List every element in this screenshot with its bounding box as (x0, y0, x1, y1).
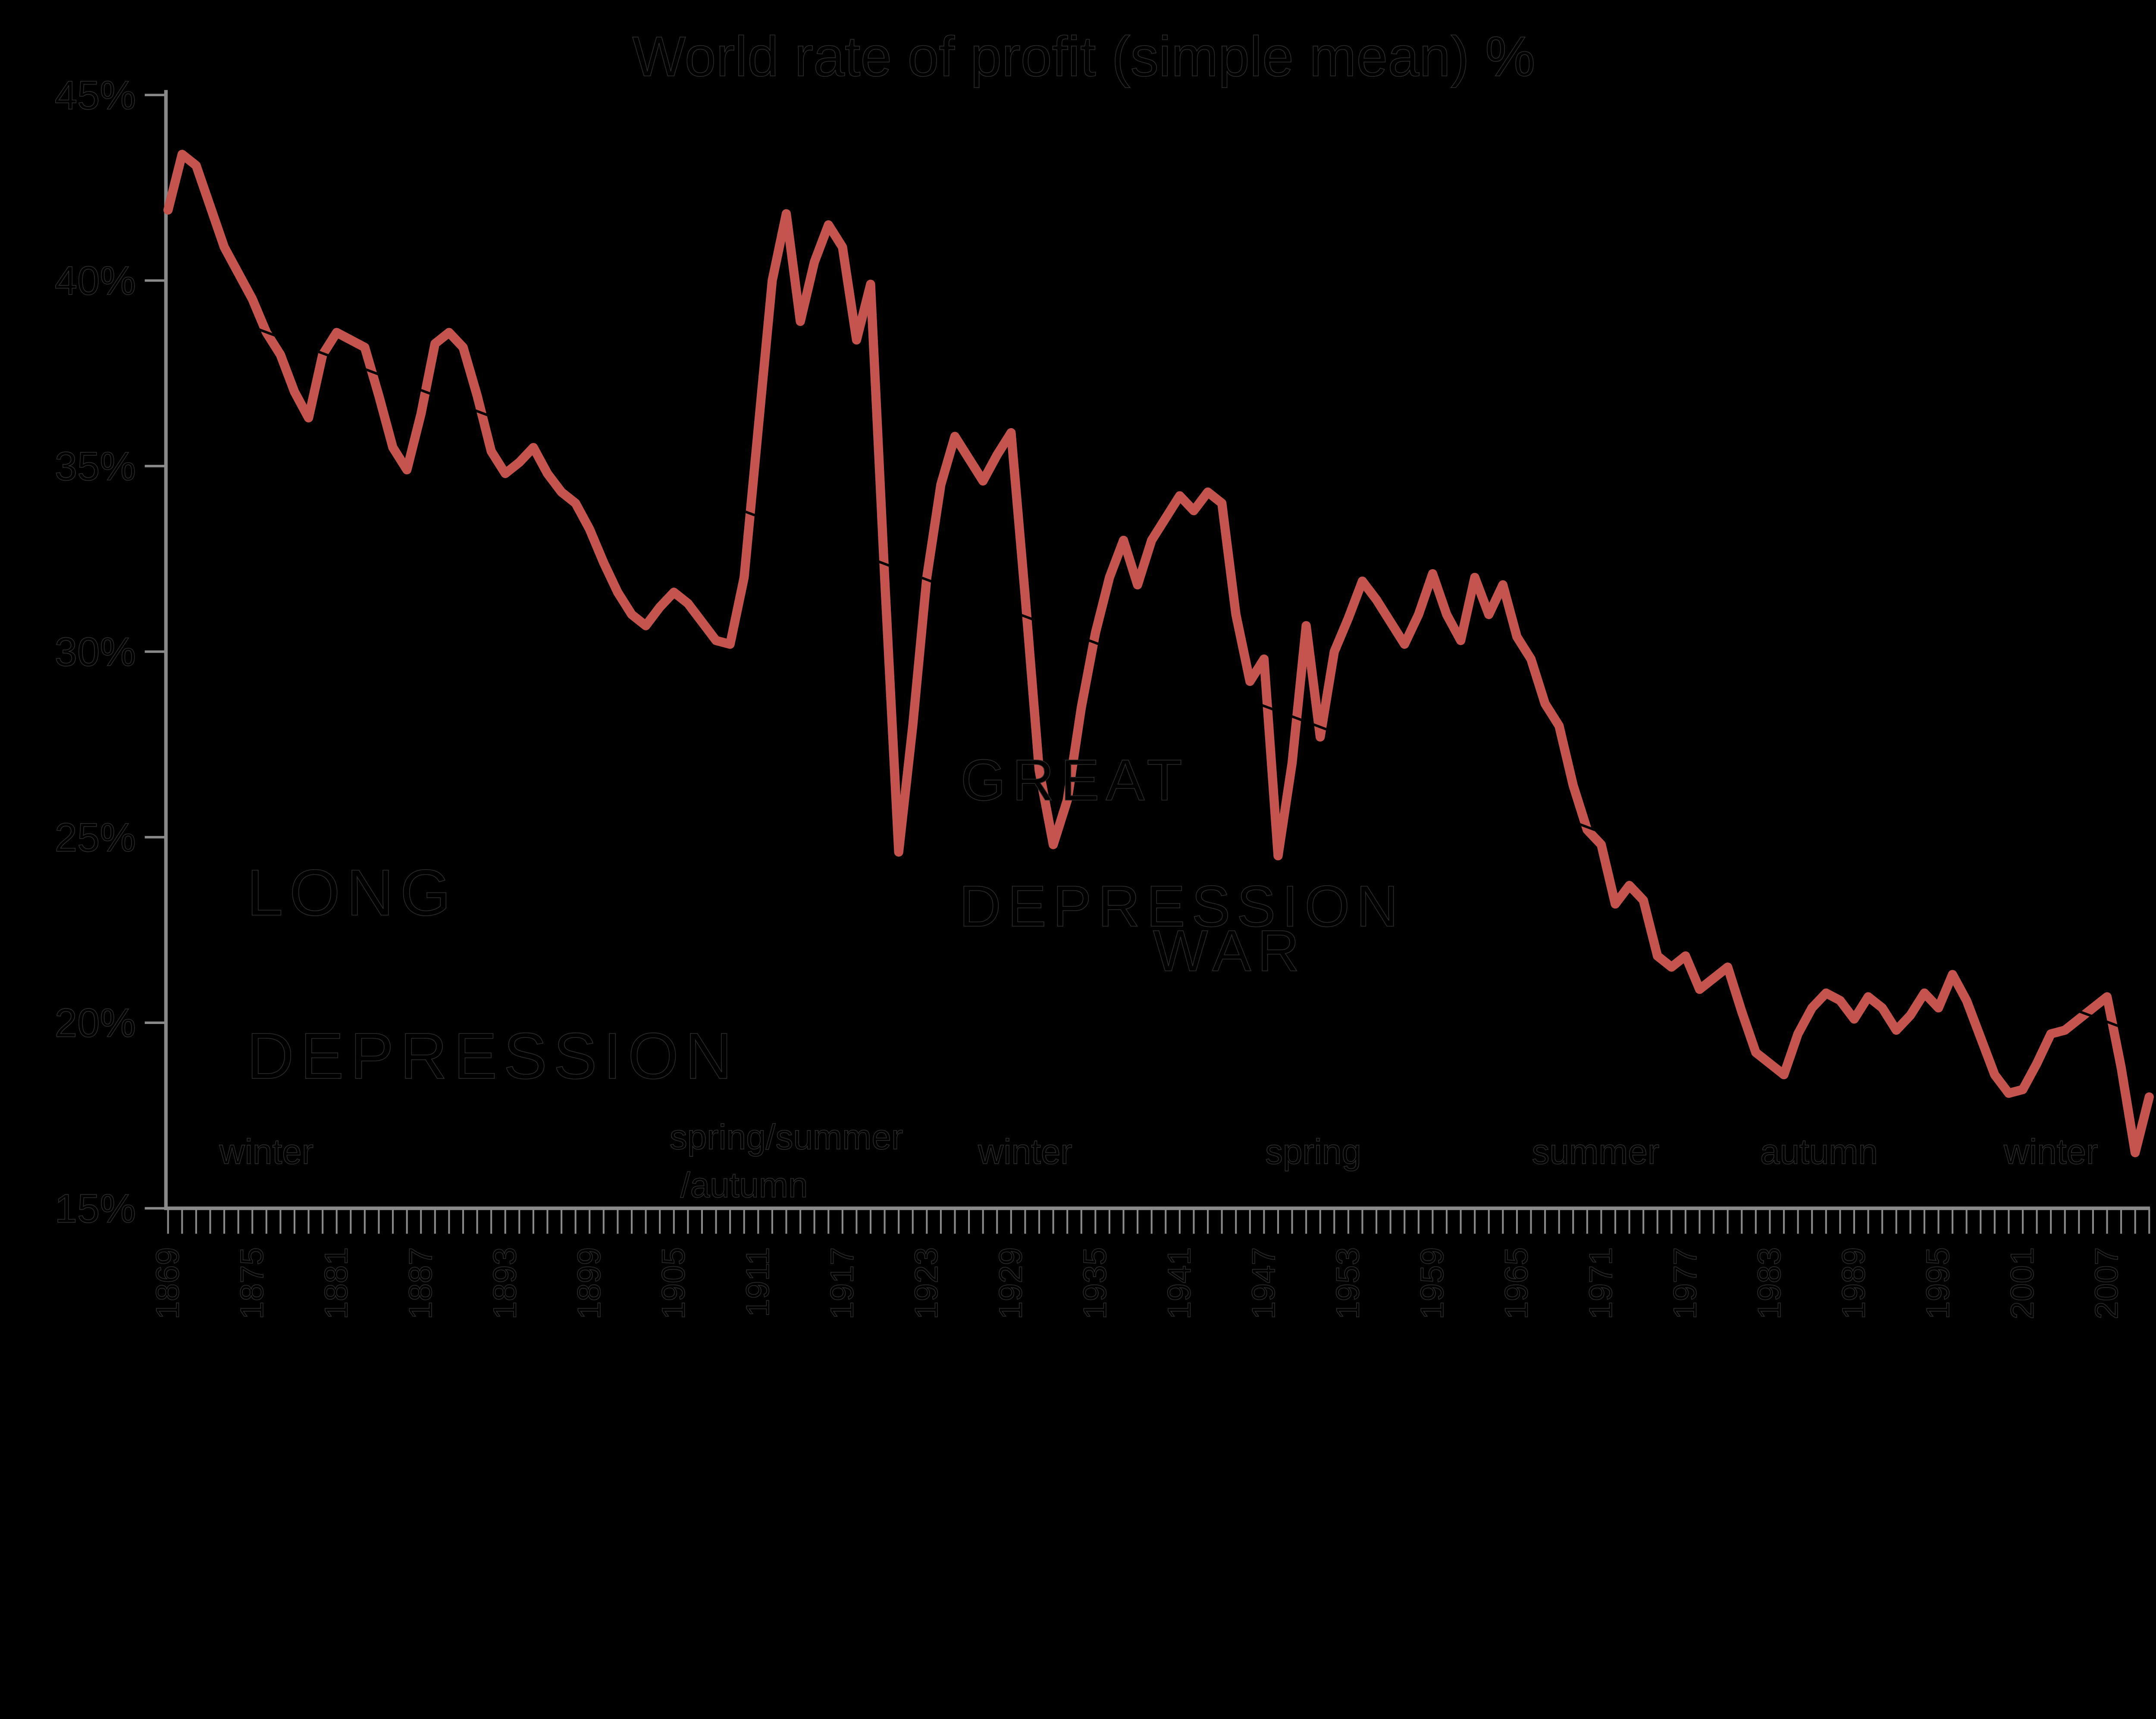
axes (144, 90, 2150, 1234)
x-tick-label: 1911 (740, 1247, 776, 1317)
profit-chart: 15%20%25%30%35%40%45% 1869 1875 1881 1887 18… (54, 24, 2154, 1320)
x-tick-label: 1995 (1920, 1247, 1956, 1320)
x-tick-label: 1887 (402, 1247, 439, 1320)
x-tick-label: 2001 (2004, 1247, 2040, 1320)
season-label: winter (2003, 1132, 2098, 1171)
season-label: winter (219, 1132, 313, 1171)
season-label: spring/summer (670, 1118, 903, 1157)
season-label: summer (1532, 1132, 1660, 1171)
x-tick-label: 1947 (1245, 1247, 1282, 1320)
x-tick-label: 1977 (1667, 1247, 1703, 1320)
x-tick-label: 1983 (1751, 1247, 1787, 1320)
x-tick-label: 1917 (824, 1247, 860, 1320)
y-tick-label: 35% (55, 444, 136, 489)
series-layer (163, 150, 2154, 1158)
season-label: winter (978, 1132, 1072, 1171)
annotation-long: LONG (247, 857, 457, 930)
x-tick-label: 1893 (486, 1247, 523, 1320)
annotation-great-depr: DEPRESSION (959, 874, 1404, 939)
x-tick-label: 1869 (149, 1247, 185, 1320)
y-tick-label: 45% (55, 72, 136, 118)
x-tick-label: 1881 (318, 1247, 354, 1320)
y-tick-label: 20% (55, 1000, 136, 1046)
x-tick-label: 1971 (1583, 1247, 1619, 1320)
season-label: spring (1265, 1132, 1361, 1171)
y-tick-label: 15% (55, 1186, 136, 1231)
x-tick-label: 1989 (1836, 1247, 1872, 1320)
annotation-long-depr: DEPRESSION (247, 1020, 738, 1093)
profit-line (163, 150, 2154, 1158)
annotation-great: GREAT (961, 748, 1189, 813)
chart-root: 15% 20% 25% 30% 35% 40% 45% 1869 1875 1881 1887 18… (54, 24, 2154, 1320)
season-label: /autumn (680, 1166, 808, 1205)
x-tick-label: 1899 (571, 1247, 607, 1320)
x-tick-label: 1953 (1329, 1247, 1366, 1320)
x-tick-label: 1905 (655, 1247, 691, 1320)
x-tick-label: 1923 (908, 1247, 944, 1320)
trend-line (167, 294, 2150, 1039)
x-axis-tick-labels: 1869 1875 1881 1887 1893 1899 1905 1911 1917 1923… (149, 1247, 2125, 1320)
annotation-war: WAR (1153, 918, 1306, 983)
season-label: autumn (1760, 1132, 1878, 1171)
y-axis-tick-labels: 15% 20% 25% 30% 35% 40% 45% (54, 72, 136, 1231)
x-tick-label: 1959 (1414, 1247, 1450, 1320)
y-tick-label: 25% (55, 814, 136, 860)
x-tick-label: 2007 (2088, 1247, 2125, 1320)
trend-layer (167, 294, 2150, 1039)
y-tick-label: 40% (55, 258, 136, 303)
x-tick-label: 1935 (1077, 1247, 1113, 1320)
y-tick-label: 30% (55, 629, 136, 674)
x-tick-label: 1929 (992, 1247, 1028, 1320)
chart-title: World rate of profit (simple mean) % (632, 25, 1535, 88)
x-tick-label: 1875 (234, 1247, 270, 1320)
x-tick-label: 1965 (1498, 1247, 1534, 1320)
x-tick-label: 1941 (1161, 1247, 1197, 1320)
